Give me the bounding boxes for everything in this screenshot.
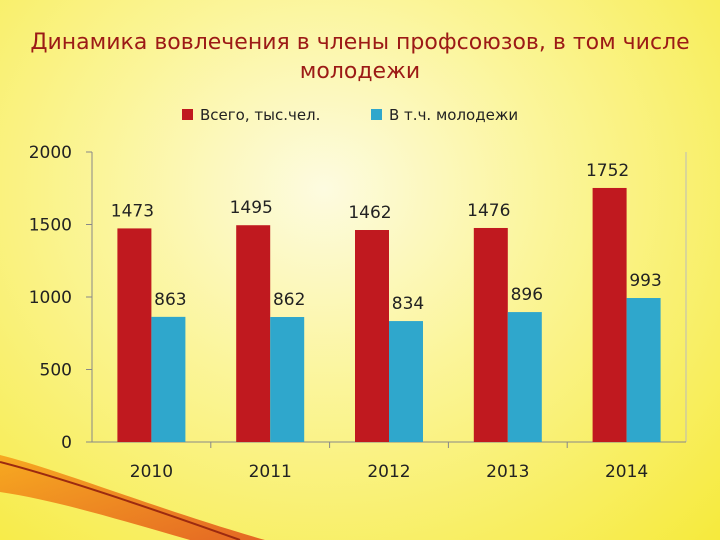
data-label-total: 1462 <box>348 203 391 223</box>
bar-total <box>117 228 152 442</box>
legend-label-youth: В т.ч. молодежи <box>389 106 518 124</box>
legend-label-total: Всего, тыс.чел. <box>200 106 320 124</box>
chart-title: Динамика вовлечения в члены профсоюзов, … <box>30 30 690 84</box>
bar-youth <box>626 298 661 442</box>
data-label-total: 1473 <box>111 201 154 221</box>
axes: 0 500 1000 1500 2000 2010 2011 2012 2013 2014 <box>29 143 687 482</box>
y-tick-label: 1500 <box>29 216 72 236</box>
data-label-youth: 863 <box>154 290 186 310</box>
data-labels: 1473 863 1495 862 1462 834 1476 896 1752 993 <box>111 161 662 314</box>
bar-youth <box>151 316 186 442</box>
x-tick-label: 2012 <box>367 462 410 482</box>
x-tick-label: 2011 <box>249 462 292 482</box>
data-label-youth: 896 <box>511 285 543 305</box>
bar-youth <box>507 312 542 442</box>
data-label-youth: 862 <box>273 290 305 310</box>
bar-total <box>236 225 271 442</box>
y-tick-label: 2000 <box>29 143 72 163</box>
y-tick-label: 1000 <box>29 288 72 308</box>
bar-youth <box>389 321 423 442</box>
bar-total <box>473 227 508 442</box>
bars <box>117 187 661 442</box>
x-tick-label: 2013 <box>486 462 529 482</box>
legend-swatch-youth <box>371 109 382 120</box>
bar-youth <box>270 317 305 442</box>
data-label-total: 1476 <box>467 201 510 221</box>
bar-total <box>592 187 627 442</box>
x-tick-label: 2014 <box>605 462 648 482</box>
y-tick-label: 0 <box>61 433 72 453</box>
legend: Всего, тыс.чел. В т.ч. молодежи <box>182 106 518 124</box>
data-label-youth: 993 <box>629 271 661 291</box>
corner-swoosh <box>0 455 265 540</box>
data-label-youth: 834 <box>392 294 424 314</box>
legend-swatch-total <box>182 109 193 120</box>
y-tick-label: 500 <box>40 361 72 381</box>
data-label-total: 1495 <box>230 198 273 218</box>
data-label-total: 1752 <box>586 161 629 181</box>
corner-swoosh-line <box>0 461 241 540</box>
x-tick-label: 2010 <box>130 462 173 482</box>
bar-total <box>355 230 389 442</box>
